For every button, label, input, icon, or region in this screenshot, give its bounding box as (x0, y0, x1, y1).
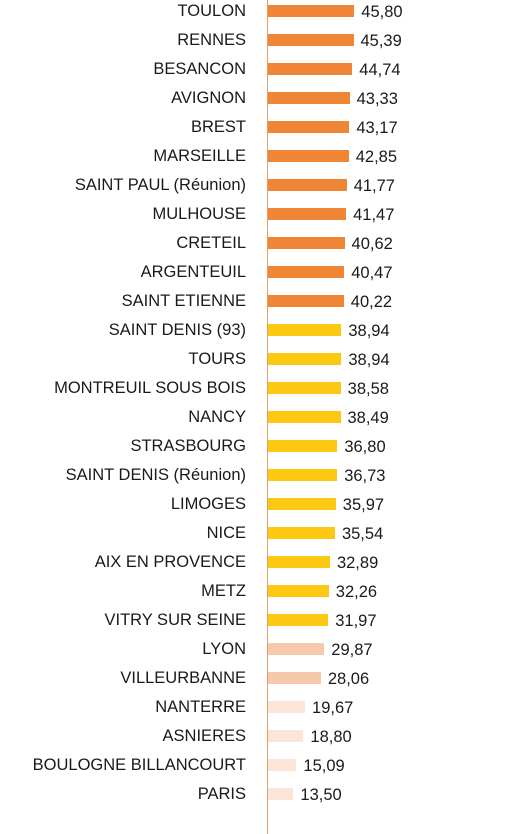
category-label: BOULOGNE BILLANCOURT (32, 756, 246, 774)
value-label: 38,58 (347, 380, 389, 398)
bar (268, 237, 345, 249)
value-label: 18,80 (310, 728, 352, 746)
value-label: 35,54 (341, 525, 384, 543)
category-label: NICE (206, 524, 246, 542)
category-label: PARIS (197, 785, 246, 803)
category-label: SAINT DENIS (Réunion) (65, 466, 246, 484)
category-label: METZ (201, 582, 246, 600)
value-label: 42,85 (355, 148, 398, 166)
category-label: ARGENTEUIL (140, 263, 246, 281)
value-label: 31,97 (335, 612, 377, 630)
bar (268, 701, 306, 713)
category-label: SAINT ETIENNE (121, 292, 246, 310)
category-label: VILLEURBANNE (120, 669, 246, 687)
bar (268, 121, 350, 133)
value-label: 36,73 (344, 467, 386, 485)
category-label: ASNIERES (162, 727, 246, 745)
value-label: 40,47 (351, 264, 393, 282)
category-label: AIX EN PROVENCE (94, 553, 246, 571)
value-label: 19,67 (312, 699, 354, 717)
category-label: AVIGNON (171, 89, 246, 107)
bar (268, 469, 338, 481)
bar (268, 585, 329, 597)
category-label: NANTERRE (155, 698, 246, 716)
bar (268, 759, 297, 771)
value-label: 32,89 (336, 554, 379, 572)
bar (268, 614, 329, 626)
bar (268, 353, 342, 365)
bar (268, 556, 330, 568)
value-label: 38,49 (347, 409, 389, 427)
value-label: 15,09 (303, 757, 345, 775)
bar (268, 730, 304, 742)
value-label: 36,80 (344, 438, 386, 456)
category-label: MARSEILLE (153, 147, 246, 165)
category-label: NANCY (188, 408, 246, 426)
category-label: SAINT PAUL (Réunion) (74, 176, 246, 194)
category-label: MONTREUIL SOUS BOIS (54, 379, 246, 397)
bar (268, 788, 294, 800)
value-label: 43,17 (356, 119, 398, 137)
bar (268, 266, 345, 278)
value-label: 13,50 (300, 786, 342, 804)
bar (268, 63, 353, 75)
bar (268, 382, 341, 394)
bar (268, 643, 325, 655)
category-label: VITRY SUR SEINE (104, 611, 246, 629)
value-label: 41,77 (353, 177, 395, 195)
value-label: 43,33 (356, 90, 398, 108)
category-label: CRETEIL (176, 234, 246, 252)
bar (268, 295, 344, 307)
category-label: SAINT DENIS (93) (108, 321, 246, 339)
bar (268, 527, 335, 539)
category-label: TOULON (177, 2, 246, 20)
bar (268, 92, 350, 104)
value-label: 29,87 (331, 641, 373, 659)
bar (268, 208, 347, 220)
category-label: BREST (190, 118, 246, 136)
bar (268, 34, 354, 46)
value-label: 38,94 (348, 322, 390, 340)
value-label: 28,06 (327, 670, 370, 688)
category-label: LIMOGES (170, 495, 246, 513)
category-axis-line (267, 0, 268, 834)
value-label: 40,62 (351, 235, 393, 253)
bar (268, 324, 342, 336)
bar (268, 411, 341, 423)
bar (268, 672, 321, 684)
bar (268, 179, 347, 191)
value-label: 44,74 (359, 61, 401, 79)
bar (268, 440, 338, 452)
value-label: 41,47 (353, 206, 395, 224)
category-label: RENNES (177, 31, 246, 49)
category-label: BESANCON (153, 60, 246, 78)
value-label: 45,39 (360, 32, 402, 50)
value-label: 35,97 (342, 496, 385, 514)
category-label: STRASBOURG (130, 437, 246, 455)
bar (268, 498, 336, 510)
value-label: 45,80 (361, 3, 403, 21)
value-label: 32,26 (335, 583, 378, 601)
bar (268, 5, 355, 17)
category-label: LYON (202, 640, 246, 658)
category-label: MULHOUSE (152, 205, 246, 223)
value-label: 40,22 (350, 293, 393, 311)
value-label: 38,94 (348, 351, 390, 369)
category-label: TOURS (188, 350, 246, 368)
bar (268, 150, 349, 162)
